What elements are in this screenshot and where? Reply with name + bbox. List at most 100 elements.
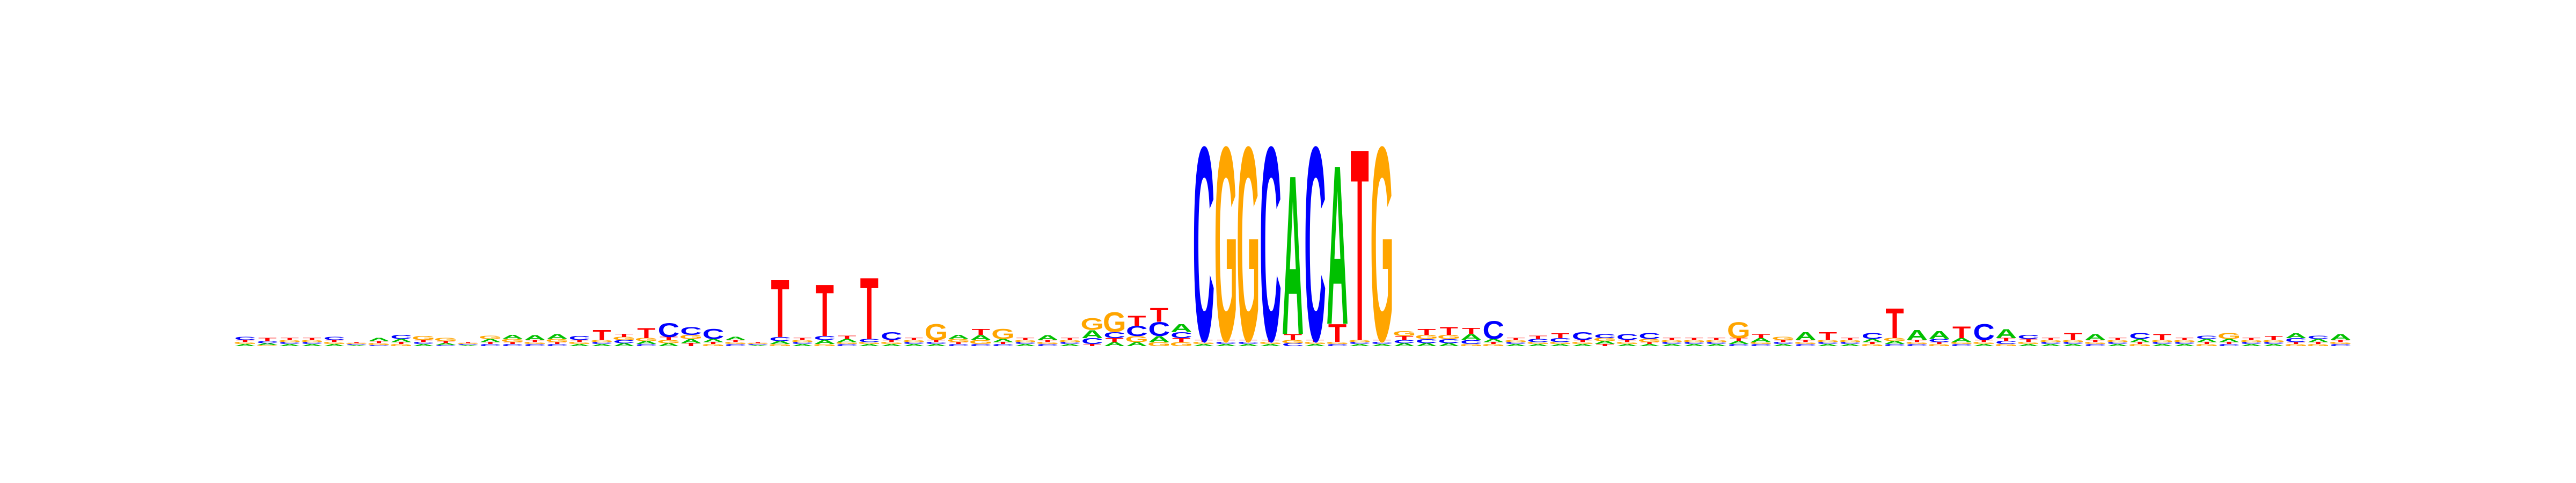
- logo-letter-t: T: [2019, 338, 2038, 343]
- logo-letter-a: A: [613, 342, 635, 347]
- logo-letter-t: T: [570, 340, 589, 343]
- logo-letter-a: A: [1773, 343, 1795, 347]
- logo-letter-c: C: [658, 319, 680, 341]
- logo-letter-t: T: [2331, 340, 2350, 343]
- logo-letter-a: A: [2218, 338, 2240, 343]
- logo-letter-g: G: [501, 338, 524, 343]
- logo-letter-t: T: [1306, 340, 1324, 343]
- logo-letter-a: A: [948, 334, 970, 340]
- logo-letter-c: C: [859, 338, 881, 343]
- logo-letter-g: G: [1839, 340, 1862, 343]
- logo-letter-g: G: [858, 342, 881, 345]
- logo-letter-a: A: [1014, 343, 1036, 347]
- logo-letter-c: C: [613, 339, 635, 344]
- logo-letter-g: G: [323, 342, 346, 345]
- logo-letter-a: A: [1260, 343, 1282, 347]
- logo-letter-c: C: [2263, 342, 2285, 345]
- logo-letter-t: T: [548, 342, 566, 345]
- logo-letter-a: A: [1282, 128, 1304, 383]
- logo-letter-c: C: [435, 345, 457, 347]
- logo-letter-g: G: [813, 343, 837, 347]
- logo-letter-c: C: [2218, 343, 2240, 347]
- logo-letter-t: T: [258, 337, 277, 342]
- logo-letter-c: C: [2174, 342, 2196, 345]
- logo-letter-a: A: [502, 334, 524, 340]
- logo-letter-t: T: [1440, 325, 1458, 337]
- logo-letter-t: T: [2175, 338, 2193, 341]
- logo-letter-c: C: [769, 336, 791, 342]
- logo-letter-a: A: [1706, 343, 1728, 347]
- logo-letter-g: G: [1593, 337, 1617, 342]
- logo-letter-t: T: [347, 342, 365, 343]
- logo-letter-t: T: [1574, 340, 1592, 343]
- logo-letter-g: G: [1994, 343, 2018, 347]
- logo-letter-t: T: [2309, 342, 2328, 345]
- logo-letter-a: A: [836, 338, 858, 343]
- logo-letter-g: G: [1638, 338, 1662, 343]
- logo-letter-c: C: [346, 344, 368, 346]
- logo-letter-c: C: [1460, 339, 1482, 345]
- logo-letter-a: A: [1438, 342, 1460, 347]
- logo-letter-a: A: [814, 339, 836, 345]
- logo-letter-a: A: [1973, 343, 1995, 347]
- logo-letter-c: C: [1661, 342, 1683, 345]
- logo-letter-t: T: [1217, 340, 1235, 343]
- logo-letter-g: G: [1348, 340, 1372, 343]
- logo-letter-g: G: [1950, 342, 1973, 345]
- logo-letter-a: A: [658, 342, 680, 347]
- logo-letter-a: A: [1594, 340, 1616, 345]
- logo-letter-a: A: [1795, 330, 1817, 342]
- logo-letter-g: G: [2262, 340, 2286, 343]
- logo-letter-c: C: [1371, 342, 1393, 345]
- logo-letter-a: A: [1103, 341, 1125, 347]
- logo-letter-t: T: [392, 342, 410, 345]
- logo-letter-t: T: [1640, 342, 1658, 345]
- logo-letter-c: C: [1928, 338, 1950, 343]
- logo-letter-c: C: [724, 343, 747, 347]
- logo-letter-g: G: [1214, 89, 1238, 399]
- logo-letter-a: A: [2040, 343, 2062, 347]
- logo-letter-g: G: [345, 343, 369, 345]
- logo-letter-g: G: [390, 343, 413, 347]
- logo-letter-c: C: [569, 335, 591, 341]
- logo-letter-c: C: [1304, 89, 1326, 399]
- logo-letter-a: A: [1661, 343, 1683, 347]
- logo-letter-t: T: [949, 342, 968, 345]
- logo-letter-t: T: [1618, 340, 1636, 343]
- logo-letter-a: A: [346, 345, 368, 347]
- logo-letter-t: T: [236, 340, 254, 343]
- logo-letter-c: C: [1059, 342, 1081, 345]
- logo-letter-g: G: [1526, 342, 1550, 345]
- logo-letter-c: C: [524, 343, 546, 347]
- logo-letter-a: A: [2174, 343, 2196, 347]
- logo-letter-t: T: [2086, 340, 2104, 343]
- logo-letter-g: G: [1370, 89, 1394, 399]
- logo-letter-g: G: [523, 342, 547, 345]
- logo-letter-a: A: [435, 342, 457, 346]
- logo-letter-t: T: [860, 260, 879, 358]
- logo-letter-g: G: [2106, 340, 2129, 343]
- logo-letter-g: G: [1972, 342, 1996, 345]
- logo-letter-t: T: [1551, 332, 1569, 340]
- logo-letter-t: T: [1239, 340, 1257, 343]
- logo-letter-a: A: [881, 343, 903, 347]
- logo-letter-g: G: [1816, 340, 1840, 343]
- logo-letter-g: G: [590, 340, 614, 343]
- logo-letter-a: A: [413, 343, 435, 347]
- logo-letter-a: A: [1995, 327, 2017, 341]
- logo-letter-t: T: [1930, 342, 1948, 345]
- logo-letter-g: G: [925, 319, 948, 345]
- logo-letter-g: G: [2128, 343, 2152, 347]
- logo-letter-g: G: [301, 340, 324, 343]
- logo-letter-t: T: [1150, 304, 1168, 326]
- logo-letter-a: A: [859, 343, 881, 347]
- logo-stacks: AGTCGACTACGTACGTAGTCACGTCGTAGTACACTGCATG…: [233, 89, 2352, 399]
- logo-letter-c: C: [680, 325, 702, 337]
- logo-letter-t: T: [1350, 92, 1368, 399]
- logo-letter-g: G: [1281, 339, 1305, 344]
- logo-letter-a: A: [2263, 343, 2285, 347]
- logo-letter-c: C: [2241, 342, 2263, 345]
- logo-letter-a: A: [1371, 343, 1393, 347]
- logo-letter-t: T: [660, 336, 678, 341]
- logo-letter-t: T: [2264, 335, 2283, 341]
